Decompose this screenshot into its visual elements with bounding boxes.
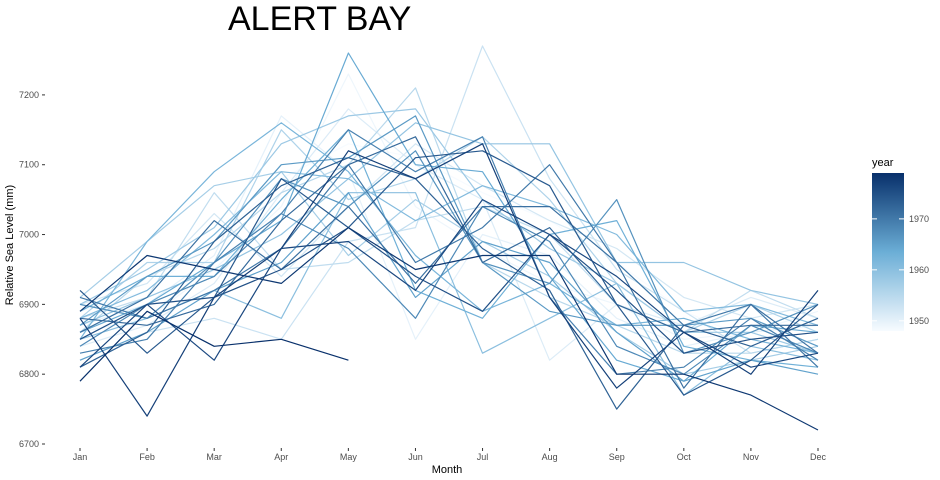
x-axis-title: Month [432, 464, 463, 476]
series-line-1979 [79, 310, 349, 382]
series-line-1967 [79, 150, 819, 354]
series-line-1959 [79, 122, 819, 326]
x-tick-label: Aug [542, 452, 558, 462]
series-layer [79, 45, 819, 431]
legend-tick-label: 1970 [909, 214, 929, 224]
x-tick-label: Dec [810, 452, 827, 462]
y-tick-label: 7200 [19, 90, 39, 100]
series-line-1953 [79, 45, 819, 361]
x-tick-label: Mar [206, 452, 222, 462]
series-line-1951 [79, 108, 819, 361]
y-tick-label: 6900 [19, 299, 39, 309]
series-line-1956 [79, 129, 819, 333]
x-tick-label: Jun [408, 452, 423, 462]
x-tick-label: Apr [274, 452, 288, 462]
chart-title: ALERT BAY [228, 0, 411, 38]
series-line-1955 [79, 87, 819, 354]
series-line-1950 [79, 115, 819, 347]
series-line-1961 [79, 171, 819, 326]
series-line-1975 [79, 227, 819, 354]
series-line-1948 [79, 143, 819, 340]
series-line-1974 [79, 150, 819, 396]
x-tick-label: Feb [139, 452, 155, 462]
series-line-1968 [79, 206, 819, 375]
legend-tick-label: 1960 [909, 265, 929, 275]
series-line-1969 [79, 129, 819, 375]
series-line-1972 [79, 136, 818, 333]
legend-title: year [872, 157, 894, 169]
y-tick-label: 7000 [19, 230, 39, 240]
y-axis: 6700 6800 6900 7000 7100 7200 [19, 90, 45, 449]
x-tick-label: Sep [609, 452, 625, 462]
x-tick-label: Nov [743, 452, 760, 462]
x-tick-label: Oct [677, 452, 692, 462]
series-line-1973 [79, 157, 819, 410]
y-tick-label: 6800 [19, 369, 39, 379]
legend: year 1950 1960 1970 [872, 157, 929, 331]
series-line-1963 [79, 129, 819, 368]
series-line-1976 [79, 199, 819, 368]
y-tick-label: 7100 [19, 160, 39, 170]
x-axis: Jan Feb Mar Apr May Jun Jul Aug Sep Oct Nov Dec [73, 448, 827, 462]
series-line-1966 [79, 115, 819, 347]
series-line-1964 [79, 52, 819, 382]
legend-ticks: 1950 1960 1970 [872, 214, 929, 326]
x-tick-label: Jan [73, 452, 88, 462]
series-line-1977 [79, 143, 819, 417]
y-tick-label: 6700 [19, 439, 39, 449]
series-line-1952 [79, 143, 819, 319]
y-axis-title: Relative Sea Level (mm) [4, 185, 16, 305]
legend-tick-label: 1950 [909, 316, 929, 326]
legend-colorbar [872, 173, 904, 331]
series-line-1978 [79, 227, 819, 431]
x-tick-label: May [340, 452, 358, 462]
x-tick-label: Jul [477, 452, 489, 462]
